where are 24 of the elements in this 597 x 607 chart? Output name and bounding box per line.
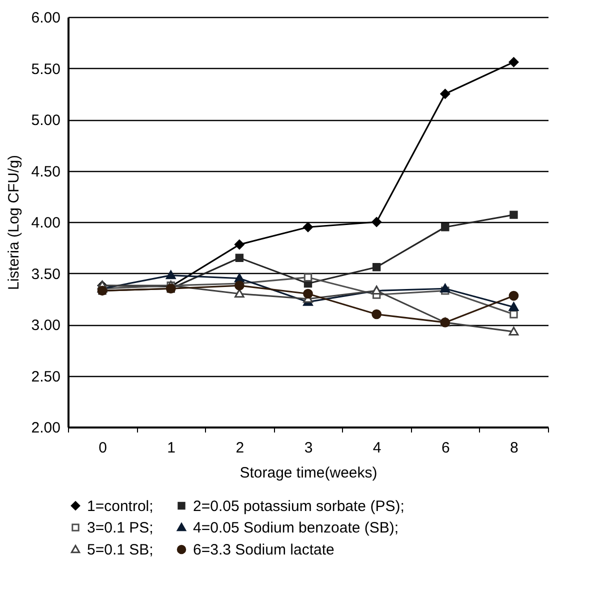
legend-label: 5=0.1 SB; [87,542,154,558]
y-tick-label: 2.50 [31,368,60,386]
x-tick-label: 6 [441,440,450,456]
legend-label: 2=0.05 potassium sorbate (PS); [193,498,404,515]
x-tick-label: 2 [236,440,244,456]
legend-label: 1=control; [87,498,154,515]
x-axis-title: Storage time(weeks) [240,464,378,482]
x-tick-label: 0 [98,440,107,456]
x-tick-label: 1 [167,440,176,456]
legend-label: 6=3.3 Sodium lactate [193,542,334,558]
y-tick-label: 4.00 [31,214,60,232]
x-tick-label: 3 [304,440,313,456]
y-tick-label: 4.50 [31,163,60,180]
y-axis-title: Listeria (Log CFU/g) [5,154,22,290]
y-tick-label: 3.50 [31,266,60,283]
y-tick-label: 6.00 [31,10,60,26]
x-tick-label: 4 [372,440,382,456]
y-tick-label: 3.00 [31,317,60,334]
y-tick-label: 2.00 [31,420,60,436]
y-tick-label: 5.50 [31,60,60,78]
legend-label: 3=0.1 PS; [87,520,154,536]
legend-label: 4=0.05 Sodium benzoate (SB); [193,520,399,536]
x-tick-label: 8 [510,440,518,456]
y-tick-label: 5.00 [31,112,60,129]
